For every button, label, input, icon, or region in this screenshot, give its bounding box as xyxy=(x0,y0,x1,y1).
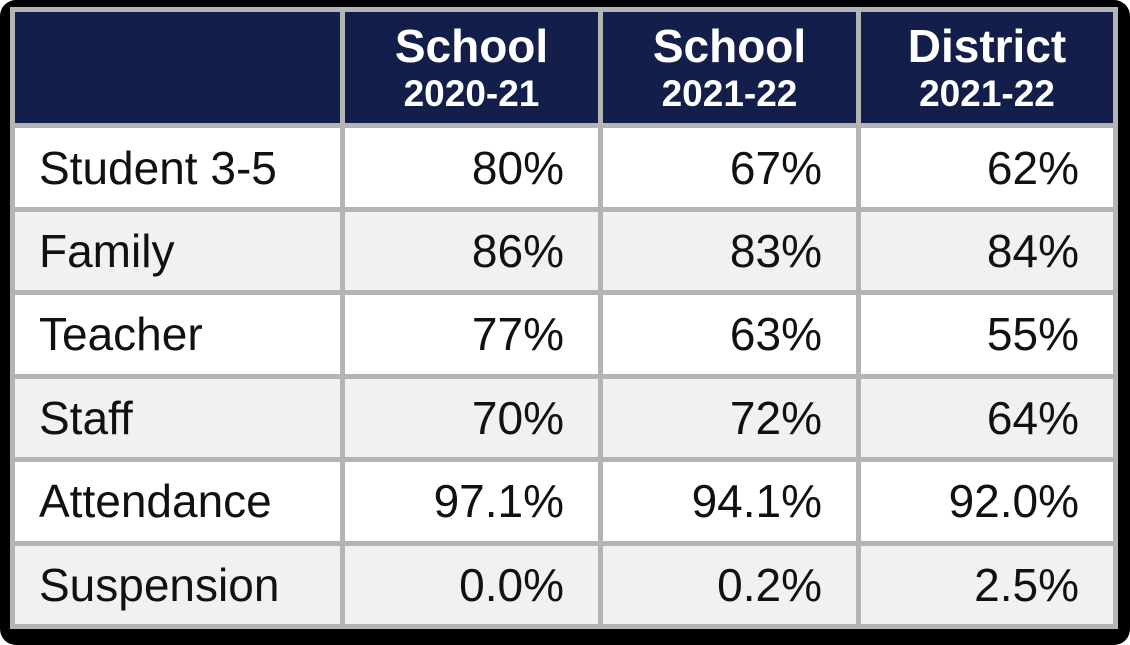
cell-value: 72% xyxy=(603,378,856,458)
cell-value: 63% xyxy=(603,295,856,374)
table-row-staff: Staff 70% 72% 64% xyxy=(15,378,1113,458)
row-label: Family xyxy=(15,211,340,291)
row-label: Teacher xyxy=(15,295,340,374)
column-header-title: District xyxy=(907,20,1067,72)
cell-value: 64% xyxy=(861,378,1113,458)
row-label: Suspension xyxy=(15,545,340,624)
cell-value: 0.2% xyxy=(603,545,856,624)
corner-header-cell xyxy=(15,12,340,124)
table-row-teacher: Teacher 77% 63% 55% xyxy=(15,295,1113,374)
row-label: Student 3-5 xyxy=(15,128,340,207)
column-header-subtitle: 2021-22 xyxy=(919,72,1055,114)
survey-results-table: School 2020-21 School 2021-22 District 2… xyxy=(10,7,1118,629)
cell-value: 83% xyxy=(603,211,856,291)
column-header-title: School xyxy=(394,20,549,72)
table-row-family: Family 86% 83% 84% xyxy=(15,211,1113,291)
column-header-school-2021-22: School 2021-22 xyxy=(603,12,856,124)
column-header-title: School xyxy=(652,20,807,72)
cell-value: 86% xyxy=(345,211,598,291)
cell-value: 97.1% xyxy=(345,462,598,541)
cell-value: 80% xyxy=(345,128,598,207)
cell-value: 70% xyxy=(345,378,598,458)
cell-value: 94.1% xyxy=(603,462,856,541)
row-label: Attendance xyxy=(15,462,340,541)
column-header-school-2020-21: School 2020-21 xyxy=(345,12,598,124)
column-header-district-2021-22: District 2021-22 xyxy=(861,12,1113,124)
cell-value: 0.0% xyxy=(345,545,598,624)
row-label: Staff xyxy=(15,378,340,458)
cell-value: 84% xyxy=(861,211,1113,291)
header-row: School 2020-21 School 2021-22 District 2… xyxy=(15,12,1113,124)
cell-value: 2.5% xyxy=(861,545,1113,624)
column-header-subtitle: 2021-22 xyxy=(661,72,798,114)
table-row-attendance: Attendance 97.1% 94.1% 92.0% xyxy=(15,462,1113,541)
cell-value: 92.0% xyxy=(861,462,1113,541)
table-row-student-3-5: Student 3-5 80% 67% 62% xyxy=(15,128,1113,207)
cell-value: 67% xyxy=(603,128,856,207)
cell-value: 55% xyxy=(861,295,1113,374)
table-row-suspension: Suspension 0.0% 0.2% 2.5% xyxy=(15,545,1113,624)
column-header-subtitle: 2020-21 xyxy=(403,72,540,114)
cell-value: 62% xyxy=(861,128,1113,207)
cell-value: 77% xyxy=(345,295,598,374)
